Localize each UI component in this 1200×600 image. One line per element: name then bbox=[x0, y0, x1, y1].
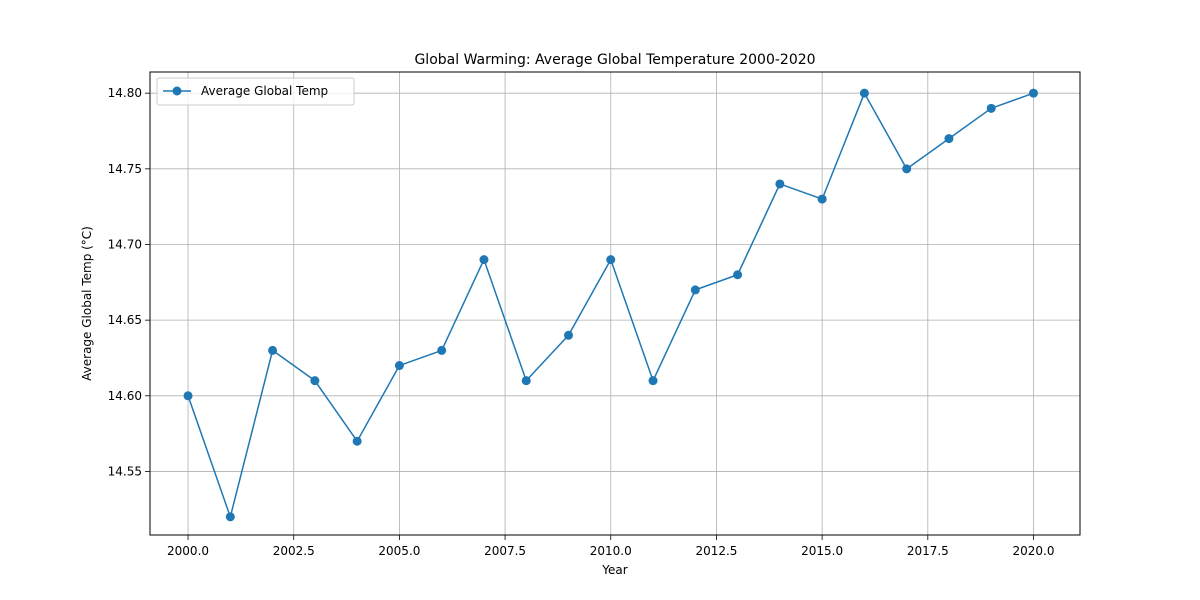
x-tick-label: 2017.5 bbox=[907, 544, 949, 558]
data-point-marker bbox=[648, 376, 658, 386]
x-tick-label: 2010.0 bbox=[590, 544, 632, 558]
data-series bbox=[183, 88, 1038, 522]
legend-box bbox=[156, 77, 355, 106]
data-point-marker bbox=[310, 376, 320, 386]
data-point-marker bbox=[352, 436, 362, 446]
x-tick-label: 2000.0 bbox=[167, 544, 209, 558]
data-point-marker bbox=[521, 376, 531, 386]
data-point-marker bbox=[437, 345, 447, 355]
x-tick-label: 2020.0 bbox=[1013, 544, 1055, 558]
data-point-marker bbox=[564, 330, 573, 340]
x-tick-label: 2007.5 bbox=[484, 544, 526, 558]
x-tick-label: 2012.5 bbox=[695, 544, 737, 558]
grid-lines bbox=[150, 72, 1080, 535]
data-point-marker bbox=[775, 179, 785, 189]
data-point-marker bbox=[733, 270, 743, 280]
data-point-marker bbox=[859, 88, 869, 98]
data-point-marker bbox=[944, 134, 954, 144]
legend-marker-swatch bbox=[172, 86, 182, 96]
y-axis-label: Average Global Temp (°C) bbox=[80, 226, 94, 381]
y-tick-label: 14.75 bbox=[108, 162, 142, 176]
x-axis-label: Year bbox=[601, 563, 627, 577]
x-tick-label: 2002.5 bbox=[273, 544, 315, 558]
data-point-marker bbox=[817, 194, 827, 204]
data-point-marker bbox=[986, 103, 996, 113]
x-tick-label: 2015.0 bbox=[801, 544, 843, 558]
data-point-marker bbox=[690, 285, 700, 295]
y-tick-label: 14.80 bbox=[108, 86, 142, 100]
data-point-marker bbox=[606, 255, 616, 265]
axis-ticks: 2000.0 2002.5 2005.0 2007.5 2010.0 2012.5 2015… bbox=[108, 86, 1055, 558]
y-tick-label: 14.65 bbox=[108, 313, 142, 327]
data-point-marker bbox=[394, 361, 404, 371]
y-tick-label: 14.55 bbox=[108, 464, 142, 478]
x-tick-label: 2005.0 bbox=[378, 544, 420, 558]
plot-frame bbox=[149, 71, 1081, 536]
y-tick-label: 14.60 bbox=[108, 389, 142, 403]
chart-title: Global Warming: Average Global Temperatu… bbox=[414, 52, 815, 68]
legend-label: Average Global Temp bbox=[201, 84, 328, 98]
y-tick-label: 14.70 bbox=[108, 237, 142, 251]
data-point-marker bbox=[479, 255, 489, 265]
data-point-marker bbox=[902, 164, 912, 174]
data-point-marker bbox=[225, 512, 235, 522]
data-point-marker bbox=[268, 345, 278, 355]
data-point-marker bbox=[183, 391, 193, 401]
legend: Average Global Temp bbox=[156, 77, 355, 106]
data-point-marker bbox=[1029, 88, 1038, 98]
